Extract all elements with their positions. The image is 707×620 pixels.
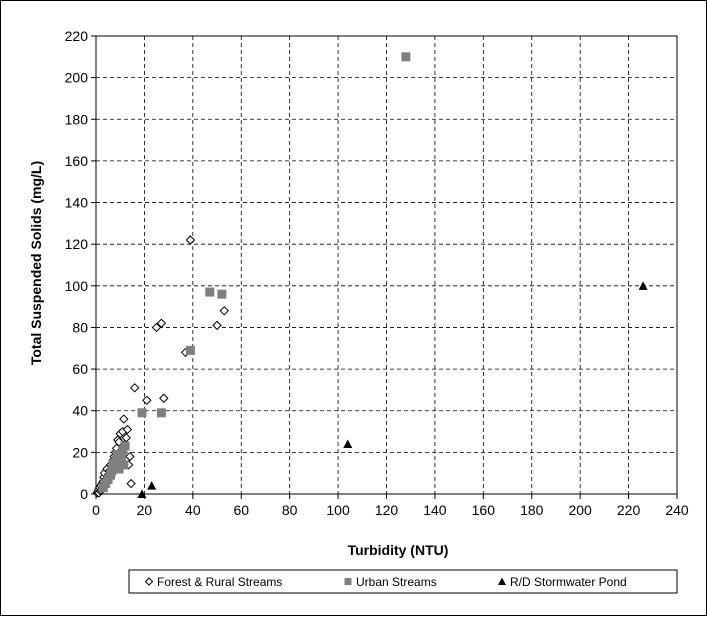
x-tick-label: 120 bbox=[375, 502, 399, 518]
x-tick-label: 80 bbox=[282, 502, 298, 518]
urban-stream-point bbox=[401, 52, 411, 62]
legend-item-pond: R/D Stormwater Pond bbox=[498, 575, 627, 589]
y-tick-label: 140 bbox=[65, 195, 89, 211]
forest-rural-point bbox=[126, 478, 136, 489]
legend-label-pond: R/D Stormwater Pond bbox=[510, 575, 627, 589]
legend-item-urban: Urban Streams bbox=[344, 575, 437, 589]
legend-box bbox=[128, 569, 678, 594]
urban-stream-point bbox=[120, 441, 130, 451]
forest-rural-point bbox=[212, 320, 222, 331]
legend-square-marker bbox=[344, 578, 352, 585]
x-tick-label: 140 bbox=[423, 502, 447, 518]
legend-diamond-marker bbox=[144, 577, 154, 586]
y-tick-label: 80 bbox=[72, 319, 88, 335]
x-tick-label: 20 bbox=[137, 502, 153, 518]
y-tick-label: 60 bbox=[72, 361, 88, 377]
urban-stream-point bbox=[114, 464, 124, 474]
x-tick-label: 200 bbox=[568, 502, 592, 518]
x-tick-label: 40 bbox=[185, 502, 201, 518]
x-tick-label: 220 bbox=[617, 502, 641, 518]
forest-rural-point bbox=[142, 395, 152, 406]
series-2 bbox=[137, 281, 648, 498]
forest-rural-point bbox=[130, 383, 140, 393]
y-tick-label: 220 bbox=[65, 28, 89, 44]
legend-item-forest: Forest & Rural Streams bbox=[144, 575, 282, 589]
y-tick-label: 100 bbox=[65, 278, 89, 294]
y-tick-label: 160 bbox=[65, 153, 89, 169]
x-tick-label: 0 bbox=[92, 502, 100, 518]
y-tick-label: 40 bbox=[72, 403, 88, 419]
stormwater-pond-point bbox=[343, 439, 353, 449]
stormwater-pond-point bbox=[137, 489, 147, 498]
x-tick-label: 100 bbox=[326, 502, 350, 518]
plot-area bbox=[95, 35, 678, 495]
y-tick-label: 120 bbox=[65, 236, 89, 252]
forest-rural-point bbox=[125, 451, 135, 462]
legend-label-urban: Urban Streams bbox=[356, 575, 437, 589]
x-tick-label: 160 bbox=[472, 502, 496, 518]
stormwater-pond-point bbox=[147, 481, 157, 490]
grid bbox=[96, 36, 677, 494]
y-tick-label: 0 bbox=[80, 486, 88, 502]
forest-rural-point bbox=[151, 322, 162, 333]
x-tick-label: 240 bbox=[665, 502, 689, 518]
urban-stream-point bbox=[217, 289, 227, 299]
urban-stream-point bbox=[205, 287, 215, 297]
forest-rural-point bbox=[122, 424, 133, 435]
y-tick-label: 20 bbox=[72, 444, 88, 460]
legend: Forest & Rural Streams Urban Streams R/D… bbox=[128, 569, 678, 594]
forest-rural-point bbox=[119, 414, 129, 424]
urban-stream-point bbox=[137, 408, 147, 418]
legend-label-forest: Forest & Rural Streams bbox=[157, 575, 282, 589]
urban-stream-point bbox=[119, 460, 129, 470]
forest-rural-point bbox=[156, 318, 167, 328]
data-points bbox=[92, 52, 648, 498]
legend-triangle-marker bbox=[498, 577, 506, 585]
y-axis-title: Total Suspended Solids (mg/L) bbox=[28, 161, 44, 365]
y-tick-label: 180 bbox=[65, 111, 89, 127]
y-tick-label: 200 bbox=[65, 70, 89, 86]
x-axis-title: Turbidity (NTU) bbox=[348, 542, 449, 558]
urban-stream-point bbox=[185, 345, 195, 355]
axis-ticks: 0 20 40 60 80 100 120 140 160 180 200 220 0 20 40 60 80 1… bbox=[65, 28, 689, 518]
forest-rural-point bbox=[185, 235, 196, 245]
forest-rural-point bbox=[219, 306, 230, 316]
stormwater-pond-point bbox=[638, 281, 648, 290]
forest-rural-point bbox=[159, 393, 169, 403]
x-tick-label: 180 bbox=[520, 502, 544, 518]
urban-stream-point bbox=[116, 452, 126, 462]
x-tick-label: 60 bbox=[233, 502, 249, 518]
series-1 bbox=[98, 52, 411, 493]
urban-stream-point bbox=[156, 408, 166, 418]
